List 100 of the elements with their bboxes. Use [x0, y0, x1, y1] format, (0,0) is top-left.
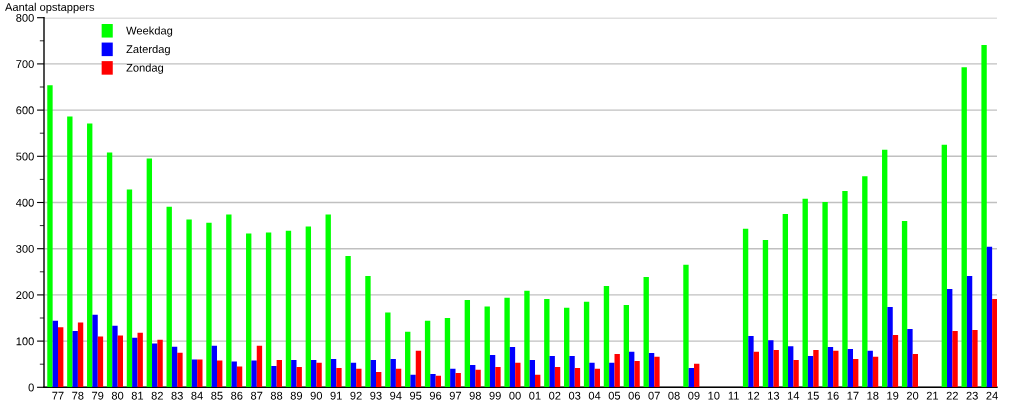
bar — [912, 354, 918, 388]
bar — [137, 332, 143, 388]
bar — [833, 350, 839, 388]
bar — [807, 355, 814, 388]
bar — [614, 354, 620, 388]
bar — [376, 372, 382, 388]
bar — [365, 275, 371, 388]
y-tick-label: 300 — [16, 244, 34, 253]
bar — [867, 350, 873, 388]
x-tick-label: 80 — [111, 391, 124, 400]
bar — [694, 363, 700, 388]
bar — [424, 320, 431, 388]
bar — [793, 360, 799, 388]
bar — [972, 330, 978, 388]
bar — [688, 367, 695, 388]
bar — [907, 329, 913, 388]
x-tick-label: 01 — [529, 391, 541, 400]
bar — [246, 233, 252, 388]
bar — [370, 360, 377, 388]
x-tick-label: 13 — [768, 391, 780, 400]
bar — [405, 331, 411, 388]
y-tick-label: 600 — [16, 106, 34, 115]
bar — [952, 330, 958, 388]
bar — [643, 276, 649, 388]
bar — [77, 322, 84, 388]
bar — [564, 307, 570, 388]
x-tick-label: 95 — [410, 391, 422, 400]
x-tick-label: 02 — [549, 391, 561, 400]
y-tick-label: 700 — [16, 60, 34, 69]
bar — [356, 368, 362, 388]
x-tick-label: 83 — [171, 391, 183, 400]
y-tick-label: 800 — [16, 13, 34, 22]
x-tick-label: 06 — [628, 391, 640, 400]
x-tick-label: 90 — [310, 391, 323, 400]
bar — [753, 351, 759, 388]
bar — [311, 360, 317, 388]
bar — [231, 361, 237, 388]
bar — [788, 346, 794, 388]
bar — [981, 44, 987, 388]
legend-label: Zondag — [126, 63, 164, 74]
bar — [654, 356, 660, 388]
x-tick-label: 99 — [489, 391, 501, 400]
x-tick-label: 16 — [827, 391, 839, 400]
bar — [802, 198, 808, 388]
bar — [882, 149, 888, 388]
bar — [464, 299, 471, 388]
bar — [574, 367, 581, 388]
bar — [495, 366, 501, 388]
bar — [504, 297, 510, 388]
bar — [146, 158, 153, 388]
bar — [256, 345, 263, 388]
y-tick-label: 200 — [16, 291, 34, 300]
y-axis-title: Aantal opstappers — [5, 2, 95, 14]
bar — [296, 366, 302, 388]
x-tick-label: 81 — [131, 391, 144, 400]
bar — [966, 275, 973, 388]
bar — [629, 351, 635, 388]
bar — [106, 152, 113, 388]
bar — [191, 359, 198, 388]
bar — [177, 352, 183, 388]
bar — [291, 360, 297, 388]
x-tick-label: 10 — [708, 391, 720, 400]
bar — [47, 85, 53, 388]
x-tick-label: 21 — [926, 391, 939, 400]
x-tick-label: 89 — [290, 391, 303, 400]
x-tick-label: 20 — [906, 391, 919, 400]
x-tick-label: 17 — [847, 391, 859, 400]
y-tick-label: 100 — [16, 337, 34, 346]
x-tick-label: 82 — [151, 391, 163, 400]
x-tick-label: 85 — [211, 391, 223, 400]
bar — [117, 335, 123, 388]
x-tick-label: 98 — [469, 391, 481, 400]
bar — [211, 345, 218, 388]
bar — [961, 67, 967, 388]
bar — [813, 349, 819, 388]
x-tick-label: 88 — [270, 391, 283, 400]
bar — [112, 325, 118, 388]
x-tick-label: 77 — [52, 391, 64, 400]
bar — [87, 123, 93, 388]
bar — [489, 354, 496, 388]
x-tick-label: 79 — [92, 391, 104, 400]
bar — [569, 355, 575, 388]
bar — [157, 339, 163, 388]
legend-label: Weekdag — [126, 26, 173, 37]
bar — [822, 202, 828, 388]
bar — [544, 299, 550, 388]
bar — [872, 356, 879, 388]
x-tick-label: 09 — [688, 391, 700, 400]
x-tick-label: 78 — [72, 391, 84, 400]
x-tick-label: 96 — [429, 391, 442, 400]
bar — [529, 360, 536, 388]
x-tick-label: 07 — [648, 391, 660, 400]
bar — [892, 335, 899, 388]
bar — [947, 288, 953, 388]
bar — [515, 362, 521, 388]
bar — [126, 189, 133, 388]
x-tick-label: 94 — [390, 391, 402, 400]
bar — [166, 206, 172, 388]
bar — [410, 374, 416, 388]
bar — [316, 362, 322, 388]
